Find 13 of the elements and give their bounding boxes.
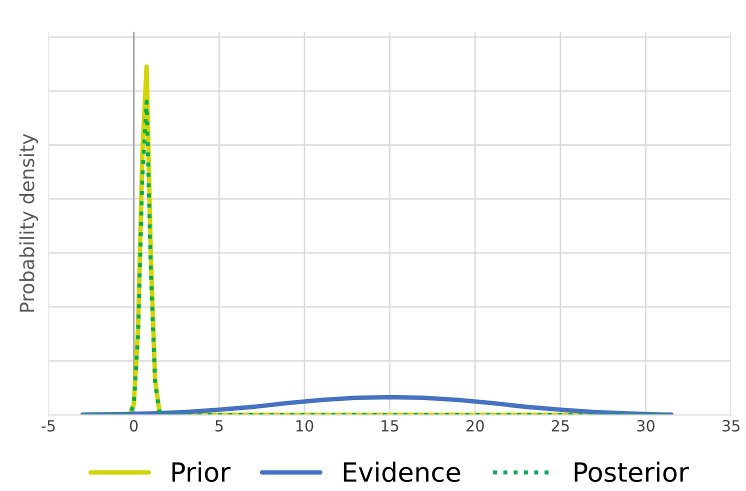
x-tick-label: 0 <box>130 420 138 432</box>
x-tick-label: 15 <box>382 420 398 432</box>
legend-label: Evidence <box>344 462 460 482</box>
x-tick-label: 25 <box>552 420 569 432</box>
x-tick-label: 10 <box>296 420 314 432</box>
x-tick-label: 35 <box>722 420 740 432</box>
x-tick-label: 20 <box>466 420 484 432</box>
x-tick-label: 30 <box>637 420 654 432</box>
x-tick-label: 5 <box>215 420 223 432</box>
x-tick-label: -5 <box>42 420 55 432</box>
legend-label: Posterior <box>574 462 689 482</box>
y-axis-title: Probability density <box>19 134 38 312</box>
legend-label: Prior <box>172 462 231 482</box>
